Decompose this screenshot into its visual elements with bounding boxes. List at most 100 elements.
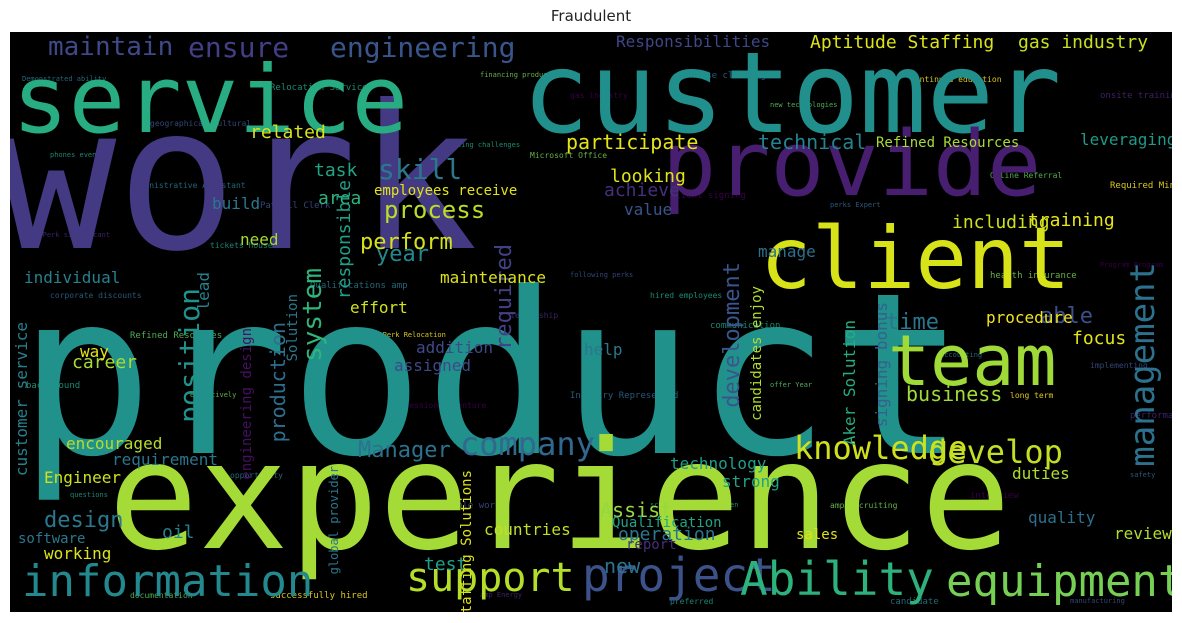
filler-word: Required Minimum [1110,181,1172,191]
word-cloud: Demonstrated ability geographical cultura… [10,32,1172,612]
word-required: required [492,244,517,350]
filler-word: Refined Resources [130,331,223,341]
word-year: year [376,242,429,267]
filler-word: accounting [940,351,983,359]
word-engineering-design: engineering design [239,328,255,480]
word-customer: customer [522,32,1062,159]
word-manager: Manager [358,438,451,463]
word-leveraging: leveraging [1080,130,1172,149]
filler-word: new technologies [770,101,838,109]
word-ability: Ability [740,552,934,606]
filler-word: implementing [1090,361,1148,370]
word-achieve: achieve [604,180,680,201]
filler-word: scientifically proven [650,501,739,509]
word-develop: develop [928,433,1063,471]
figure-title: Fraudulent [550,7,632,25]
filler-word: tickets house [210,241,273,250]
filler-word: Microsoft Office [530,151,608,160]
word-procedure: procedure [986,308,1073,327]
filler-word: professional venture [390,401,487,410]
filler-word: health insurance [990,271,1077,281]
word-looking: looking [610,166,686,187]
word-training: training [1028,210,1115,231]
filler-word: Program Program [1100,261,1164,269]
filler-word: documentation [130,591,193,600]
word-working: working [44,544,112,563]
word-help: help [584,340,623,359]
filler-word: Payroll Clerk [260,201,331,211]
word-career: career [72,352,138,373]
filler-word: offer Year [770,381,813,389]
word-employees-receive: employees receive [374,183,518,199]
filler-word: Demonstrated ability [22,75,107,83]
word-quality: quality [1028,508,1096,527]
word-addition: addition [416,338,494,357]
filler-word: corporate discounts [50,291,142,300]
word-aker-solution: Aker Solution [840,320,859,446]
word-manage: manage [758,242,816,261]
filler-word: perks Expert [830,201,881,209]
word-test: test [424,554,468,575]
filler-word: hired employees [650,291,723,300]
word-system: system [298,268,328,362]
word-oil: oil [162,522,195,543]
filler-word: amp Recruiting [830,501,898,510]
word-countries: countries [484,520,571,539]
word-signing-bonus: signing bonus [872,302,891,428]
word-responsible: responsible [334,180,355,300]
word-management: management [1123,262,1163,467]
filler-word: effectively [190,391,237,399]
word-aptitude-staffing: Aptitude Staffing [810,32,995,53]
word-ensure: ensure [188,32,290,64]
word-new: new [604,554,641,578]
word-effort: effort [350,298,408,317]
filler-word: continued education [910,75,1002,84]
word-client: client [760,209,1071,309]
word-operation: operation [618,524,716,545]
word-maintain: maintain [48,32,174,62]
word-equipment: equipment [946,556,1172,607]
word-software: software [18,531,86,547]
filler-word: interview [970,491,1019,501]
filler-word: manufacturing [1070,597,1125,605]
filler-word: AnyPerk Relocation [370,331,446,339]
word-encouraged: encouraged [66,434,163,453]
filler-word: AnyPerk significant [30,231,111,239]
word-support: support [406,555,575,601]
word-service: service [12,46,409,155]
filler-word: candidate [890,597,939,607]
word-product: product [18,245,967,507]
word-project: project [582,548,776,602]
filler-word: following perks [570,271,634,279]
filler-word: opportunity [230,471,283,480]
filler-word: background [26,381,81,391]
word-qualification: Qualification [612,515,722,531]
word-review: review [1114,524,1172,543]
word-duties: duties [1012,464,1070,483]
word-way: way [80,342,109,361]
word-work: work [10,63,478,296]
word-area: area [318,188,362,209]
filler-word: questions [70,491,108,499]
word-staffing-solutions: Staffing Solutions [459,470,475,612]
filler-word: house cleaning [690,71,766,81]
word-candidates-enjoy: candidates enjoy [749,286,765,421]
word-assist: Assist [600,498,673,522]
filler-word: Qualifications amp [310,281,408,291]
word-maintenance: maintenance [440,268,546,287]
word-focus: focus [1072,328,1127,349]
word-technical: technical [758,130,867,154]
word-value: value [624,200,673,219]
filler-word: communication [710,321,781,331]
filler-word: Administrative Assistant [130,181,246,190]
word-requirement: requirement [112,450,218,469]
word-responsibilities: Responsibilities [616,32,771,51]
word-lead: lead [194,272,213,311]
word-time: time [886,310,939,335]
word-team: team [888,320,1057,402]
word-report: report [626,537,677,553]
filler-word: Industry Represented [570,391,679,401]
filler-word: client signing [670,191,746,201]
word-participate: participate [566,130,699,154]
word-information: information [22,556,314,607]
